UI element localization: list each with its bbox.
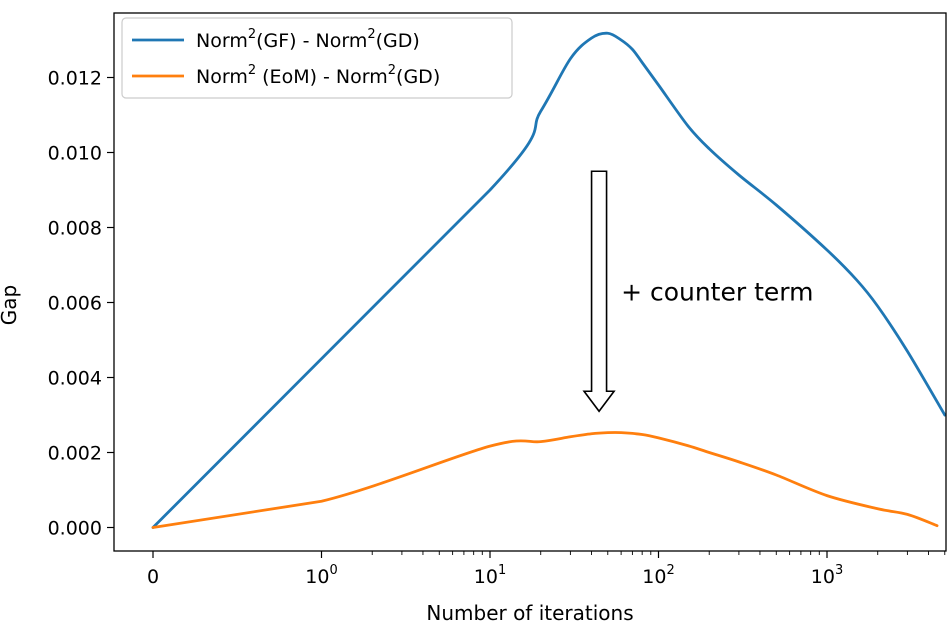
legend-text-part: (EoM) - Norm	[256, 66, 388, 88]
legend-entry-1: Norm2(GF) - Norm2(GD)	[196, 27, 420, 52]
x-tick-label-exponent: 2	[666, 563, 674, 578]
legend-text-part: Norm	[196, 30, 248, 52]
plot-area	[114, 13, 946, 551]
legend-superscript: 2	[248, 27, 256, 42]
legend-text-part: (GF) - Norm	[256, 30, 367, 52]
series-layer	[151, 31, 947, 529]
y-tick-label: 0.004	[48, 368, 102, 390]
y-tick-label: 0.008	[48, 218, 102, 240]
legend-superscript: 2	[367, 27, 375, 42]
x-axis-label: Number of iterations	[426, 601, 633, 624]
x-tick-label-base: 10	[305, 566, 329, 588]
x-tick-label: 100	[305, 563, 337, 588]
y-tick-label: 0.010	[48, 143, 102, 165]
x-tick-label: 101	[474, 563, 506, 588]
legend-superscript: 2	[388, 63, 396, 78]
x-tick-label-base: 10	[642, 566, 666, 588]
legend-box	[121, 17, 513, 99]
y-axis: 0.000 0.002 0.004 0.006 0.008 0.010 0.012	[48, 68, 114, 540]
legend: Norm2(GF) - Norm2(GD)Norm2 (EoM) - Norm2…	[121, 17, 513, 99]
legend-text-part: (GD)	[376, 30, 420, 52]
legend-text-part: (GD)	[396, 66, 440, 88]
y-axis-label: Gap	[0, 285, 21, 325]
series-line-1	[151, 31, 947, 529]
x-axis: 0 100 101 102 103	[147, 551, 946, 588]
x-tick-label-base: 0	[147, 566, 159, 588]
legend-superscript: 2	[248, 63, 256, 78]
y-tick-label: 0.000	[48, 518, 102, 540]
x-tick-label-base: 10	[474, 566, 498, 588]
x-tick-label-exponent: 3	[835, 563, 843, 578]
y-tick-label: 0.012	[48, 68, 102, 90]
annotation-layer: + counter term	[582, 170, 813, 413]
x-tick-label-base: 10	[811, 566, 835, 588]
x-tick-label-exponent: 0	[329, 563, 337, 578]
x-tick-label: 102	[642, 563, 674, 588]
annotation-down-arrow	[582, 170, 616, 413]
y-tick-label: 0.002	[48, 443, 102, 465]
x-tick-label-exponent: 1	[498, 563, 506, 578]
series-line-2	[151, 431, 939, 529]
plot-frame	[113, 12, 947, 552]
x-tick-label: 103	[811, 563, 843, 588]
y-tick-label: 0.006	[48, 293, 102, 315]
x-tick-label: 0	[147, 566, 159, 588]
legend-text-part: Norm	[196, 66, 248, 88]
legend-entry-2: Norm2 (EoM) - Norm2(GD)	[196, 63, 440, 88]
annotation-text: + counter term	[621, 277, 813, 306]
